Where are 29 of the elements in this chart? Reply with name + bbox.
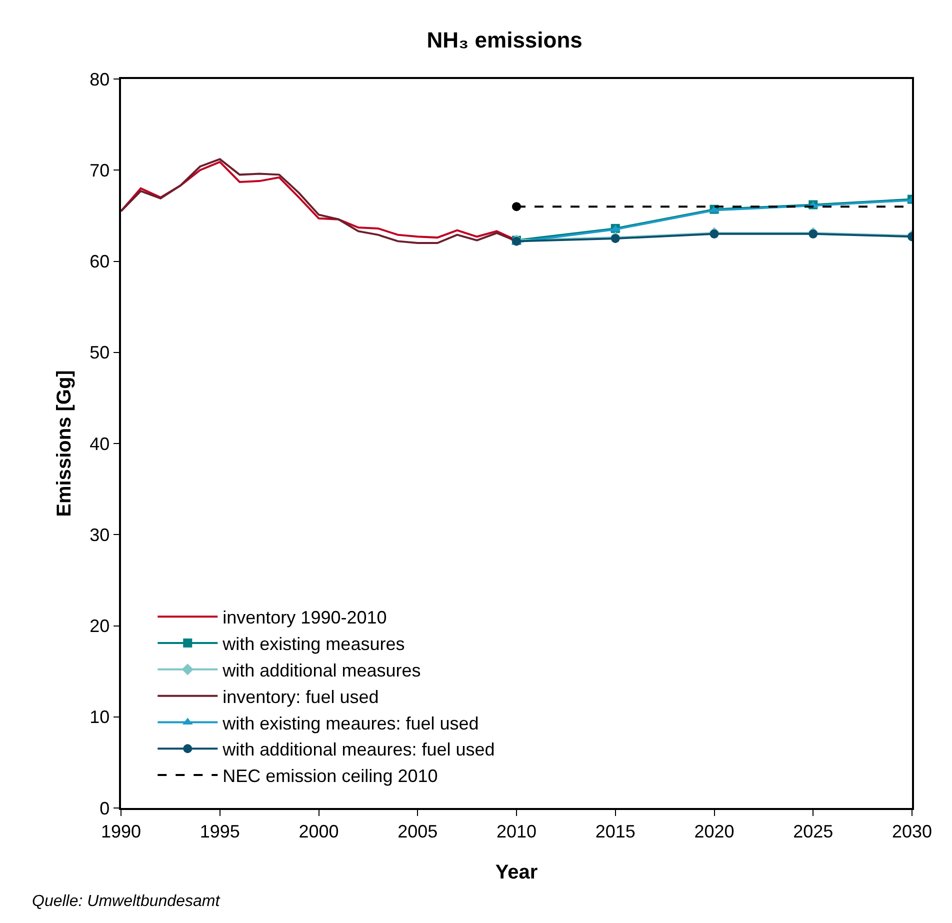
y-tick-label: 40 — [90, 434, 110, 454]
legend-label: with additional measures — [222, 660, 421, 680]
y-tick-label: 80 — [90, 69, 110, 90]
chart-title: NH₃ emissions — [426, 28, 582, 53]
x-axis-title: Year — [495, 862, 538, 884]
legend-label: with existing meaures: fuel used — [222, 713, 479, 734]
x-tick-label: 2030 — [892, 821, 932, 842]
y-axis-title: Emissions [Gg] — [54, 370, 76, 517]
y-tick-label: 60 — [90, 252, 110, 272]
x-tick-label: 1995 — [200, 821, 240, 842]
y-tick-label: 10 — [90, 707, 110, 728]
x-tick-label: 2020 — [694, 821, 734, 842]
x-tick-label: 2010 — [496, 821, 537, 842]
x-tick-label: 2015 — [595, 821, 636, 842]
y-tick-label: 0 — [100, 798, 110, 818]
legend-label: with additional meaures: fuel used — [222, 740, 495, 760]
y-tick-label: 70 — [90, 160, 110, 180]
y-tick-label: 50 — [90, 342, 110, 363]
x-tick-label: 2005 — [398, 821, 438, 842]
legend-label: inventory: fuel used — [222, 686, 379, 707]
legend-label: with existing measures — [222, 634, 405, 654]
legend-label: NEC emission ceiling 2010 — [222, 766, 438, 786]
x-tick-label: 1990 — [100, 821, 142, 842]
source-note: Quelle: Umweltbundesamt — [32, 893, 220, 910]
x-tick-label: 2000 — [298, 821, 339, 842]
y-tick-label: 20 — [90, 616, 110, 636]
legend-label: inventory 1990-2010 — [222, 608, 387, 628]
y-tick-label: 30 — [90, 524, 110, 545]
x-tick-label: 2025 — [793, 821, 834, 842]
